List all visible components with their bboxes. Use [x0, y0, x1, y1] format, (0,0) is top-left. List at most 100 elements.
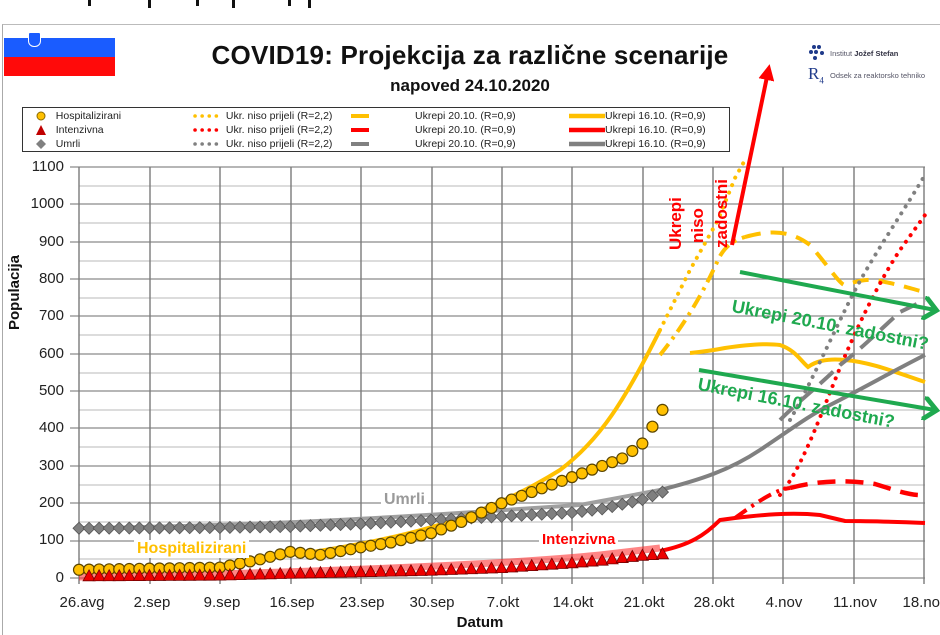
dead-marker	[253, 520, 267, 534]
dead-marker	[364, 516, 378, 530]
triangle-marker-icon	[36, 124, 46, 135]
dead-marker	[183, 521, 197, 535]
hosp-marker	[334, 545, 347, 558]
hosp-marker	[274, 548, 287, 561]
icu-marker	[233, 567, 247, 580]
dead-projection-dotted	[788, 173, 927, 422]
legend-row-dead: Umrli Ukr. niso prijeli (R=2,2) Ukrepi 2…	[23, 137, 729, 150]
hosp-projection-solid	[689, 342, 926, 384]
icu-marker	[152, 568, 167, 581]
icu-marker	[112, 568, 126, 582]
x-tick: 26.avg	[59, 594, 105, 611]
dead-marker	[102, 521, 116, 535]
dead-marker	[273, 520, 287, 534]
r4-icon: R4	[808, 64, 824, 86]
hosp-marker	[626, 444, 639, 458]
icu-marker	[464, 561, 479, 575]
icu-marker	[182, 568, 197, 581]
r4-text: Odsek za reaktorsko tehniko	[830, 70, 926, 80]
icu-marker	[555, 556, 569, 569]
legend-hosp-solid: Ukrepi 16.10. (R=0,9)	[605, 109, 706, 122]
dead-marker	[293, 519, 307, 533]
icu-marker	[253, 567, 267, 580]
icu-marker	[223, 568, 237, 581]
hosp-marker	[304, 547, 317, 560]
hosp-marker	[404, 531, 418, 544]
hosp-marker	[656, 403, 669, 416]
icu-marker	[514, 559, 529, 572]
dead-marker	[565, 506, 579, 520]
hosp-marker	[314, 548, 327, 561]
hosp-marker	[565, 471, 579, 484]
icu-marker	[635, 548, 650, 561]
icu-marker	[303, 566, 318, 579]
dead-marker	[555, 506, 569, 520]
dead-marker	[535, 507, 549, 521]
icu-marker	[655, 547, 670, 560]
hosp-marker	[384, 536, 397, 549]
icu-projection-solid	[659, 511, 926, 553]
hosp-marker	[264, 550, 277, 563]
dead-marker	[384, 515, 398, 529]
x-tick: 4.nov	[765, 594, 803, 611]
ijs-dots-icon	[809, 45, 824, 60]
dead-marker	[645, 489, 659, 503]
y-tick: 0	[55, 569, 64, 586]
annotation-ukrepi: Ukrepi	[666, 197, 685, 250]
green-arrow-2010	[739, 270, 935, 310]
hosp-marker	[455, 515, 468, 529]
dead-marker	[323, 518, 338, 532]
x-tick: 28.okt	[693, 594, 735, 611]
dead-marker	[233, 520, 247, 534]
icu-fit-line	[78, 544, 661, 581]
x-tick: 30.sep	[409, 594, 455, 611]
x-tick: 2.sep	[133, 594, 171, 611]
legend-icu-label: Intenzivna	[55, 123, 104, 136]
dead-marker	[494, 509, 509, 523]
hosp-marker	[414, 529, 428, 542]
dead-marker	[635, 492, 649, 507]
series-label-dead: Umrli	[381, 491, 428, 509]
icu-marker	[565, 555, 579, 569]
icu-marker	[142, 568, 157, 581]
icu-marker	[263, 566, 277, 580]
icu-markers	[82, 547, 670, 582]
icu-marker	[172, 568, 187, 581]
hosp-marker	[495, 497, 508, 510]
icu-marker	[474, 561, 489, 574]
icu-marker	[575, 555, 589, 568]
dead-marker	[283, 519, 297, 534]
icu-marker	[213, 568, 227, 581]
dead-marker	[263, 520, 277, 534]
icu-marker	[504, 560, 519, 573]
dead-marker	[615, 497, 629, 511]
legend-dead-dashed: Ukrepi 20.10. (R=0,9)	[415, 137, 516, 150]
dead-marker	[484, 510, 499, 524]
icu-marker	[454, 562, 468, 575]
dead-marker	[595, 502, 609, 516]
icu-marker	[434, 563, 448, 576]
clipped-glyphs	[88, 0, 311, 8]
hosp-marker	[636, 437, 649, 450]
legend-icu-dotted: Ukr. niso prijeli (R=2,2)	[225, 123, 333, 136]
icu-marker	[313, 565, 328, 579]
chart-title: COVID19: Projekcija za različne scenarij…	[211, 40, 729, 70]
dead-marker	[162, 521, 177, 535]
dead-marker	[655, 485, 670, 499]
dead-marker	[313, 518, 328, 532]
hosp-marker	[465, 511, 478, 524]
y-tick: 900	[38, 233, 64, 250]
icu-marker	[193, 568, 207, 581]
icu-marker	[364, 564, 378, 577]
dead-marker	[152, 521, 167, 535]
icu-marker	[323, 565, 338, 578]
hosp-marker	[354, 541, 367, 554]
icu-projection-dashed	[789, 479, 926, 498]
dead-projection-dashed	[778, 298, 926, 422]
icu-marker	[162, 568, 177, 581]
icu-marker	[82, 568, 96, 582]
icu-marker	[595, 553, 609, 566]
legend-dead-solid: Ukrepi 16.10. (R=0,9)	[605, 137, 706, 150]
icu-projection-dashdot	[733, 486, 791, 520]
hosp-marker	[425, 527, 438, 540]
